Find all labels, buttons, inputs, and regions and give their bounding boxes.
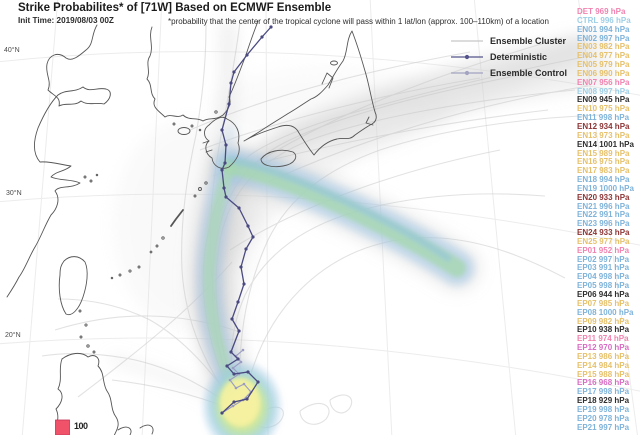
coast-china-east xyxy=(6,86,84,298)
member-en11: EN11 998 hPa xyxy=(577,113,630,123)
member-ep02: EP02 997 hPa xyxy=(577,254,630,264)
member-det: DET 969 hPa xyxy=(577,7,626,16)
coast-china-north xyxy=(46,24,111,107)
coast-shikoku xyxy=(260,149,297,168)
member-ep18: EP18 929 hPa xyxy=(577,396,630,406)
member-en19: EN19 1000 hPa xyxy=(577,183,634,193)
member-ep19: EP19 998 hPa xyxy=(577,404,630,414)
legend-marker-icon xyxy=(451,70,483,76)
probability-scale-label: 100 xyxy=(74,421,88,431)
lat-label-20n: 20°N xyxy=(5,332,21,339)
member-en14: EN14 1001 hPa xyxy=(577,139,634,149)
lat-label-30n: 30°N xyxy=(6,190,22,197)
member-en09: EN09 945 hPa xyxy=(577,95,630,105)
member-en12: EN12 934 hPa xyxy=(577,121,630,131)
member-ep01: EP01 952 hPa xyxy=(577,245,630,255)
tokyo-bay xyxy=(365,116,374,126)
member-en07: EN07 956 hPa xyxy=(577,77,630,87)
member-en10: EN10 975 hPa xyxy=(577,104,630,114)
member-ep10: EP10 938 hPa xyxy=(577,325,630,335)
member-list: DET 969 hPa CTRL 996 hPa EN01 994 hPa EN02 … xyxy=(577,7,634,433)
member-en22: EN22 991 hPa xyxy=(577,210,630,220)
member-en24: EN24 933 hPa xyxy=(577,228,630,238)
member-en20: EN20 933 hPa xyxy=(577,192,630,202)
coast-korea xyxy=(146,20,259,122)
strike-probability-swath xyxy=(196,125,474,435)
legend-label: Ensemble Control xyxy=(490,68,568,78)
island-sado xyxy=(330,60,338,66)
member-ep08: EP08 1000 hPa xyxy=(577,307,634,317)
init-time: Init Time: 2019/08/03 00Z xyxy=(18,16,114,25)
member-ep11: EP11 974 hPa xyxy=(577,334,629,344)
member-ep12: EP12 970 hPa xyxy=(577,343,630,353)
member-en15: EN15 989 hPa xyxy=(577,148,630,158)
member-ep03: EP03 991 hPa xyxy=(577,263,630,273)
noto-peninsula xyxy=(321,72,334,89)
member-ep21: EP21 997 hPa xyxy=(577,422,630,432)
member-en05: EN05 979 hPa xyxy=(577,60,630,70)
legend-marker-icon xyxy=(451,40,483,42)
ryukyu-islands xyxy=(110,181,208,280)
member-ctrl: CTRL 996 hPa xyxy=(577,15,631,25)
member-ep09: EP09 982 hPa xyxy=(577,316,630,326)
babuyan-batanes-islands xyxy=(78,309,96,354)
probability-scale-swatch xyxy=(55,419,70,435)
member-ep05: EP05 998 hPa xyxy=(577,281,630,291)
member-en23: EN23 996 hPa xyxy=(577,219,630,229)
member-en18: EN18 994 hPa xyxy=(577,175,630,185)
member-ep16: EP16 968 hPa xyxy=(577,378,630,388)
member-en08: EN08 997 hPa xyxy=(577,86,630,96)
coastlines xyxy=(6,20,377,435)
member-ep17: EP17 998 hPa xyxy=(577,387,630,397)
island-jeju xyxy=(177,127,191,135)
member-ep15: EP15 988 hPa xyxy=(577,369,630,379)
member-ep13: EP13 986 hPa xyxy=(577,351,630,361)
member-en04: EN04 977 hPa xyxy=(577,51,630,61)
lat-label-40n: 40°N xyxy=(4,47,20,54)
member-en17: EN17 983 hPa xyxy=(577,166,630,176)
member-ep07: EP07 985 hPa xyxy=(577,298,630,308)
legend-marker-icon xyxy=(451,54,483,60)
philippine-islets xyxy=(117,424,154,435)
legend: Ensemble Cluster Deterministic Ensemble Co… xyxy=(450,33,567,81)
coast-kyushu xyxy=(204,116,240,169)
member-ep06: EP06 944 hPa xyxy=(577,290,630,299)
legend-label: Ensemble Cluster xyxy=(490,36,567,46)
footnote: *probability that the center of the trop… xyxy=(168,16,549,26)
coast-honshu xyxy=(243,30,377,156)
legend-label: Deterministic xyxy=(490,52,548,62)
deterministic-track xyxy=(220,25,273,415)
member-en03: EN03 982 hPa xyxy=(577,42,630,52)
member-en06: EN06 990 hPa xyxy=(577,68,630,78)
legend-item-2: Ensemble Control xyxy=(450,65,567,81)
coast-taiwan xyxy=(58,256,88,316)
coast-luzon-east xyxy=(61,352,119,435)
member-en21: EN21 996 hPa xyxy=(577,201,630,211)
member-en02: EN02 997 hPa xyxy=(577,33,630,43)
member-ep04: EP04 998 hPa xyxy=(577,272,630,282)
legend-item-1: Deterministic xyxy=(450,49,567,65)
page-title: Strike Probabilites* of [71W] Based on E… xyxy=(18,2,332,14)
member-ep14: EP14 984 hPa xyxy=(577,360,630,370)
member-en25: EN25 977 hPa xyxy=(577,236,630,246)
member-ep20: EP20 978 hPa xyxy=(577,413,630,423)
member-en01: EN01 994 hPa xyxy=(577,24,630,34)
member-en13: EN13 973 hPa xyxy=(577,130,630,140)
member-en16: EN16 975 hPa xyxy=(577,157,630,167)
legend-item-0: Ensemble Cluster xyxy=(450,33,567,49)
